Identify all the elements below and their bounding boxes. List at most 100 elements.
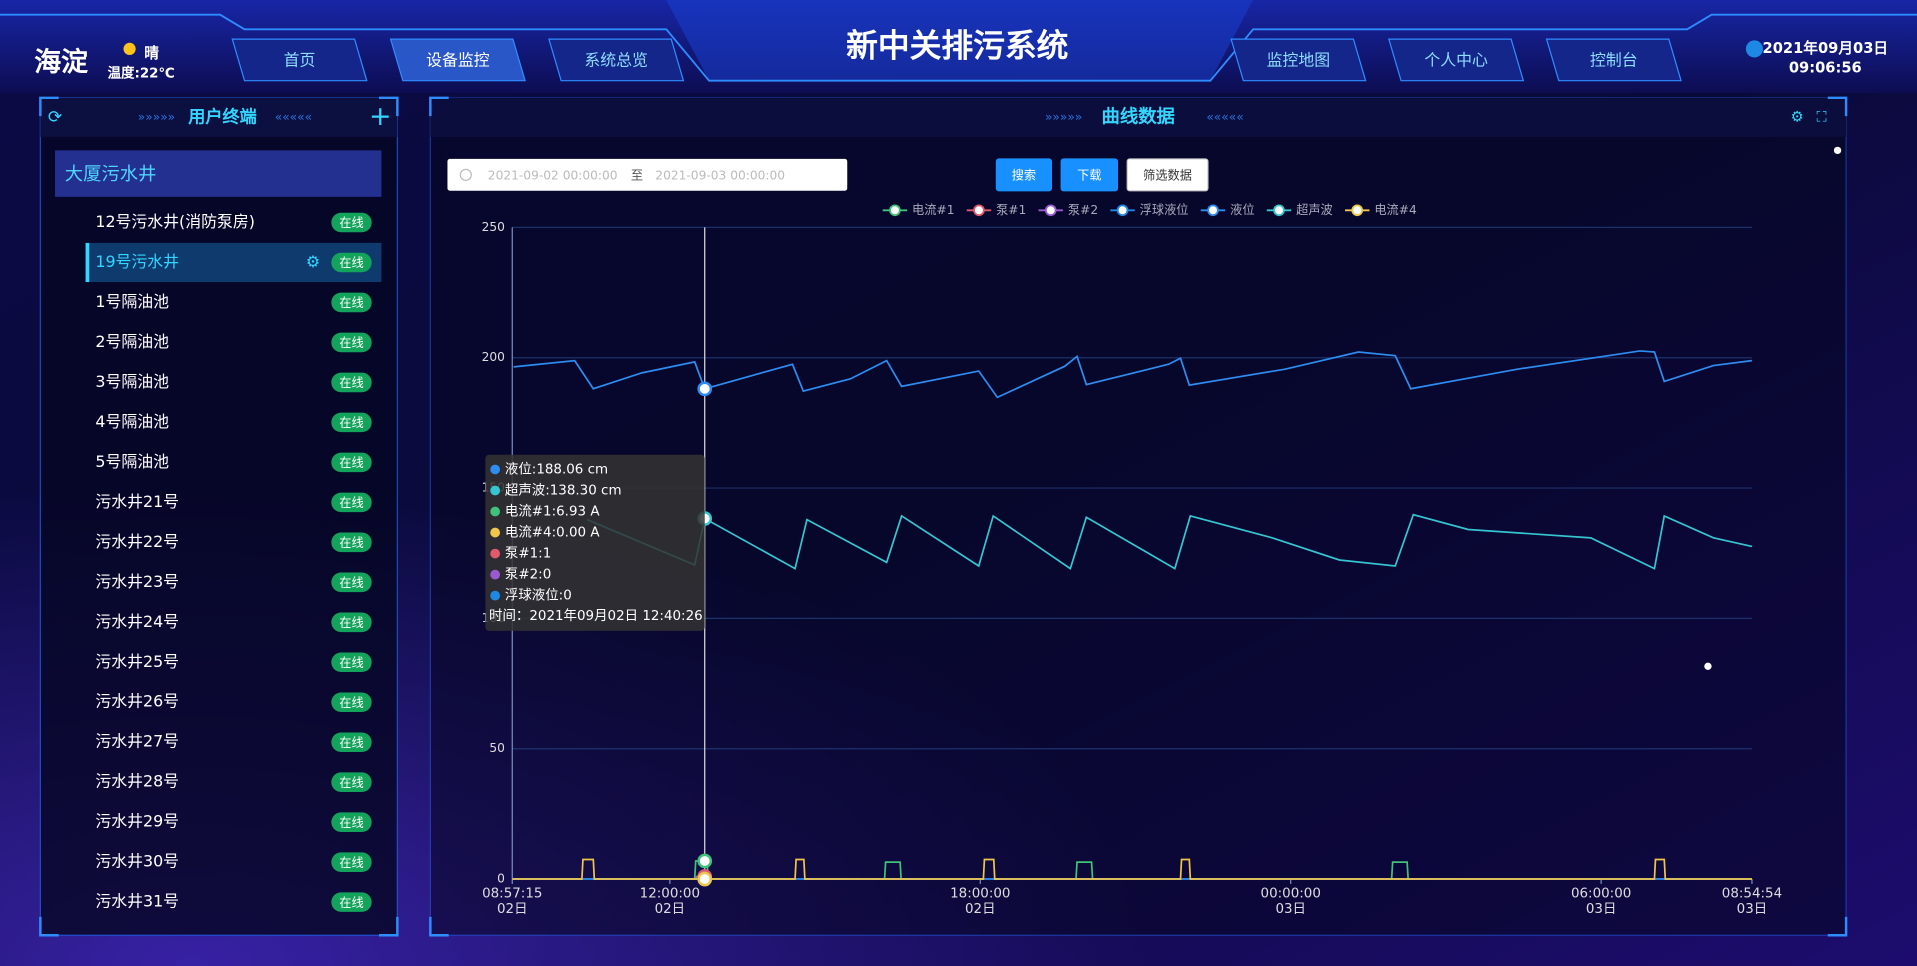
status-text: 在线 <box>339 576 363 590</box>
legend-label[interactable]: 超声波 <box>1296 202 1333 217</box>
status-text: 在线 <box>339 736 363 750</box>
legend-marker[interactable] <box>889 204 901 217</box>
status-text: 在线 <box>339 816 363 830</box>
terminal-name[interactable]: 污水井29号 <box>95 812 179 831</box>
buttons: 搜索 下载 筛选数据 <box>995 158 1209 192</box>
text-line: 18:00:00 <box>950 887 1010 902</box>
tooltip-item: 超声波:138.30 cm <box>505 482 622 498</box>
terminal-name[interactable]: 污水井31号 <box>95 892 179 911</box>
text-line: 00:00:00 <box>1261 887 1321 902</box>
status-badge <box>331 492 372 513</box>
status-badge <box>331 372 372 393</box>
legend-label[interactable]: 液位 <box>1230 202 1254 217</box>
legend-marker[interactable] <box>1207 204 1219 217</box>
y-tick-label: 0 <box>497 872 505 886</box>
chevrons: »»»»» <box>1045 110 1082 124</box>
series-line <box>513 350 1753 399</box>
status-badge <box>331 572 372 593</box>
nav-label: 设备监控 <box>426 51 490 70</box>
date-range-input[interactable] <box>447 158 848 191</box>
status-badge <box>331 292 372 313</box>
legend-label[interactable]: 泵#2 <box>1068 203 1098 217</box>
legend-marker[interactable] <box>1044 204 1057 217</box>
nav-tab[interactable] <box>1388 38 1525 82</box>
nav-tab[interactable] <box>1230 38 1367 82</box>
button-label: 筛选数据 <box>1143 168 1192 183</box>
legend-label[interactable]: 电流#1 <box>912 203 954 217</box>
button[interactable] <box>995 158 1053 192</box>
status-badge <box>331 652 372 673</box>
tooltip-dot <box>490 464 501 475</box>
terminal-name[interactable]: 污水井23号 <box>95 572 179 591</box>
sidebar-header <box>40 97 398 137</box>
hover-point <box>697 853 713 869</box>
button[interactable] <box>1060 158 1119 192</box>
legend-marker[interactable] <box>1273 204 1285 217</box>
clock-icon <box>459 168 472 181</box>
terminal-name[interactable]: 污水井28号 <box>95 772 179 791</box>
status-text: 在线 <box>339 336 363 350</box>
weather: 晴 <box>144 44 159 62</box>
tooltip-dot <box>490 527 501 538</box>
terminal-name[interactable]: 污水井26号 <box>95 692 179 711</box>
terminal-name[interactable]: 污水井30号 <box>95 852 179 871</box>
status-badge <box>331 412 372 433</box>
tooltip-dot <box>490 548 501 559</box>
settings-button[interactable]: ⚙ <box>1791 108 1804 125</box>
panel-header <box>430 97 1847 137</box>
hover-point <box>697 381 713 397</box>
tooltip-dot <box>490 506 501 517</box>
nav-tab[interactable] <box>548 38 685 82</box>
status-badge <box>331 212 372 233</box>
tooltip-item: 液位:188.06 cm <box>505 461 608 477</box>
legend-marker[interactable] <box>1351 204 1364 217</box>
terminal-name[interactable]: 污水井21号 <box>95 492 179 511</box>
x-tick-label: 12:00:00 02日 <box>640 887 700 917</box>
nav-label: 监控地图 <box>1267 51 1331 70</box>
date: 2021年09月03日 <box>1763 39 1889 57</box>
nav-tab[interactable] <box>231 38 368 82</box>
status-text: 在线 <box>339 776 363 790</box>
legend-label[interactable]: 电流#4 <box>1374 203 1417 217</box>
nav-tab[interactable] <box>1545 38 1682 82</box>
terminal-name[interactable]: 污水井22号 <box>95 532 179 551</box>
add-button[interactable]: + <box>369 101 392 132</box>
terminal-name[interactable]: 3号隔油池 <box>95 372 169 391</box>
chevrons: ««««« <box>275 110 312 124</box>
status-text: 在线 <box>339 296 363 310</box>
corner <box>1827 916 1848 937</box>
terminal-name[interactable]: 12号污水井(消防泵房) <box>95 212 255 231</box>
group-header[interactable] <box>55 150 382 197</box>
y-tick-label: 50 <box>489 741 505 755</box>
status-text: 在线 <box>339 496 363 510</box>
settings-icon[interactable]: ⚙ <box>306 252 320 271</box>
terminal-name[interactable]: 5号隔油池 <box>95 452 169 471</box>
time: 09:06:56 <box>1789 59 1862 76</box>
terminal-name[interactable]: 4号隔油池 <box>95 412 169 431</box>
tooltip-item: 泵#2:0 <box>505 568 551 583</box>
legend-label[interactable]: 泵#1 <box>996 203 1026 217</box>
legend-marker[interactable] <box>1116 204 1129 217</box>
button[interactable] <box>1126 158 1209 192</box>
refresh-button[interactable]: ⟳ <box>48 107 62 127</box>
tooltip-item: 泵#1:1 <box>505 547 551 562</box>
terminal-name[interactable]: 19号污水井 <box>95 252 179 271</box>
text-line: 08:57:15 <box>482 887 542 902</box>
status-badge <box>331 612 372 633</box>
nav-tab[interactable] <box>389 38 526 82</box>
series-line <box>512 858 1752 880</box>
terminal-name[interactable]: 1号隔油池 <box>95 292 169 311</box>
status-text: 在线 <box>339 696 363 710</box>
text-line: 02日 <box>655 902 686 917</box>
fullscreen-button[interactable]: ⛶ <box>1817 108 1828 125</box>
terminal-name[interactable]: 污水井27号 <box>95 732 179 751</box>
tooltip-item: 浮球液位:0 <box>505 588 572 604</box>
legend-marker[interactable] <box>973 204 985 217</box>
terminal-name[interactable]: 污水井25号 <box>95 652 179 671</box>
status-badge <box>331 452 372 473</box>
legend-label[interactable]: 浮球液位 <box>1140 202 1189 217</box>
status-text: 在线 <box>339 256 363 270</box>
terminal-name[interactable]: 污水井24号 <box>95 612 179 631</box>
status-badge <box>331 332 372 353</box>
terminal-name[interactable]: 2号隔油池 <box>95 332 169 351</box>
